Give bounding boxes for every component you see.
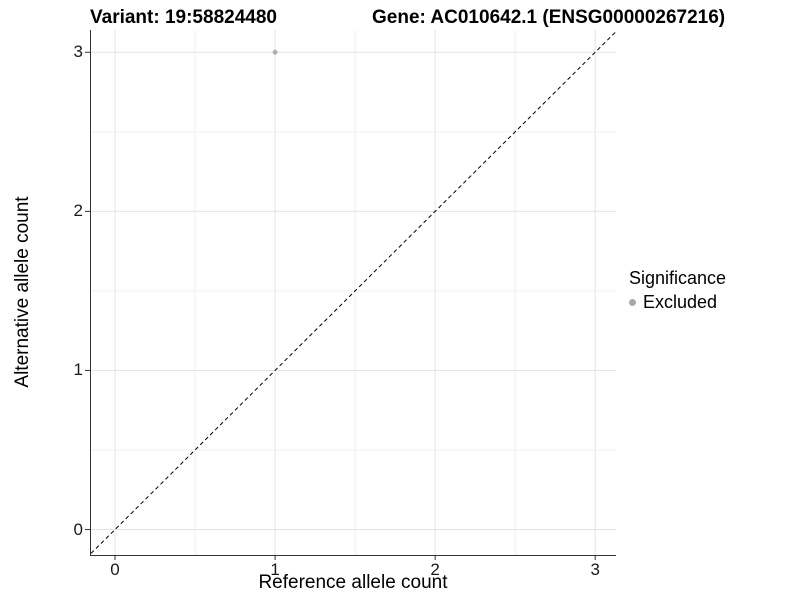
x-tick-label: 3: [590, 560, 600, 579]
x-tick-label: 1: [270, 560, 280, 579]
legend-item-excluded: Excluded: [629, 292, 726, 312]
data-point: [272, 49, 278, 55]
plot-panel: 0 1 2 3 0 1 2 3: [74, 30, 617, 579]
x-tick-label: 0: [110, 560, 120, 579]
legend-item-label: Excluded: [643, 292, 718, 312]
y-tick-label: 3: [73, 42, 83, 62]
x-tick-label: 2: [430, 560, 440, 579]
legend-title: Significance: [629, 268, 727, 288]
y-tick-label: 0: [73, 519, 83, 539]
y-tick-label: 1: [73, 360, 83, 380]
y-axis-title: Alternative allele count: [12, 196, 33, 388]
variant-title: Variant: 19:58824480: [90, 7, 277, 28]
diagonal-reference-line: [90, 31, 617, 554]
plot-canvas: [85, 30, 617, 560]
gene-title: Gene: AC010642.1 (ENSG00000267216): [372, 7, 726, 28]
legend: Significance Excluded: [629, 268, 726, 312]
y-tick-label: 2: [73, 201, 83, 221]
legend-key-dot-icon: [629, 298, 636, 306]
x-axis-title: Reference allele count: [258, 572, 448, 593]
